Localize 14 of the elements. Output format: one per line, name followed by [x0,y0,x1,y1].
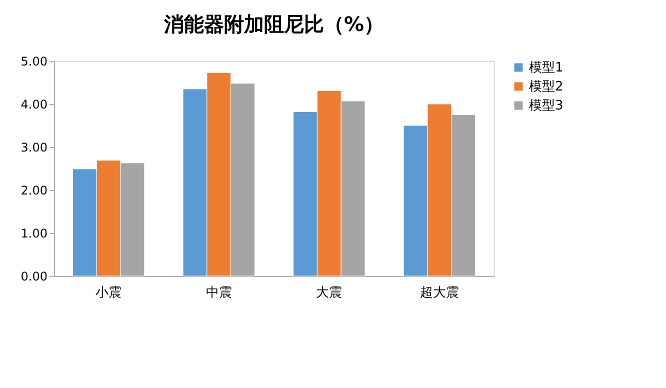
x-tick-label: 小震 [96,286,122,300]
y-tick-label: 4.00 [20,98,48,112]
legend-label: 模型3 [529,98,564,114]
x-tick-label: 超大震 [420,286,459,300]
y-tick-label: 5.00 [20,54,48,68]
legend-label: 模型1 [529,60,564,76]
x-tick-label: 大震 [316,286,342,300]
chart-title: 消能器附加阻尼比（%） [162,12,384,36]
x-tick-label: 中震 [206,286,232,300]
y-tick-label: 3.00 [20,140,48,154]
y-tick-label: 1.00 [20,226,48,240]
y-tick-label: 0.00 [20,270,48,284]
legend-label: 模型2 [529,80,564,94]
y-tick-label: 2.00 [20,184,48,198]
